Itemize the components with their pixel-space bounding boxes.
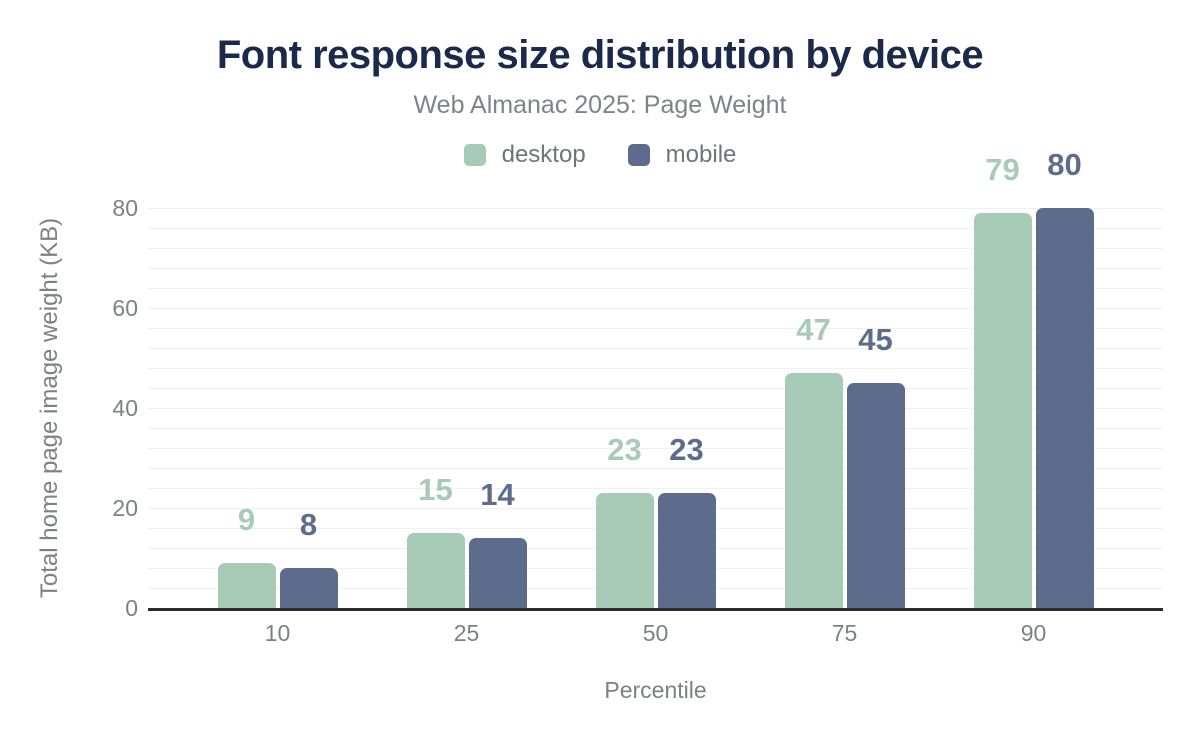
- bar-groups: 9 8 15 14 23 23 47 45 79 80: [148, 149, 1163, 608]
- bar-desktop-p50[interactable]: 23: [595, 434, 654, 608]
- legend-label: mobile: [665, 141, 737, 168]
- bar-group-p90: 79 80: [939, 149, 1128, 608]
- gridline: [148, 308, 1163, 309]
- legend-item-mobile[interactable]: mobile: [627, 141, 737, 169]
- bar-value-label: 8: [299, 507, 318, 542]
- bar-mobile-p25[interactable]: 14: [468, 479, 527, 608]
- legend-item-desktop[interactable]: desktop: [463, 141, 586, 169]
- y-tick-label: 20: [112, 495, 138, 521]
- gridline: [148, 408, 1163, 409]
- gridline: [148, 248, 1163, 249]
- gridline: [148, 268, 1163, 269]
- x-axis-ticks: 10 25 50 75 90: [148, 620, 1163, 647]
- legend: desktop mobile: [0, 141, 1200, 169]
- bar-group-p75: 47 45: [750, 208, 939, 608]
- gridline: [148, 588, 1163, 589]
- bar-value-label: 23: [607, 432, 642, 467]
- bar-value-label: 9: [237, 502, 256, 537]
- bar-mobile-p75[interactable]: 45: [846, 324, 905, 608]
- y-tick-label: 0: [125, 595, 138, 621]
- x-tick-label: 75: [831, 620, 858, 646]
- gridline: [148, 208, 1163, 209]
- y-tick-label: 60: [112, 295, 138, 321]
- x-tick-label: 25: [453, 620, 480, 646]
- chart-title: Font response size distribution by devic…: [216, 33, 984, 77]
- plot-area: 9 8 15 14 23 23 47 45 79 80: [148, 149, 1163, 611]
- gridline: [148, 468, 1163, 469]
- bar-value-label: 80: [1047, 147, 1082, 182]
- bar-value-label: 14: [480, 477, 515, 512]
- bar-value-label: 45: [858, 322, 893, 357]
- bar-value-label: 15: [418, 472, 453, 507]
- gridline: [148, 428, 1163, 429]
- bar-group-p50: 23 23: [561, 208, 750, 608]
- gridline: [148, 388, 1163, 389]
- legend-label: desktop: [501, 141, 586, 168]
- bar-value-label: 79: [985, 152, 1020, 187]
- gridline: [148, 528, 1163, 529]
- bar-value-label: 23: [669, 432, 704, 467]
- legend-swatch-mobile: [627, 144, 650, 166]
- bar-group-p25: 15 14: [372, 208, 561, 608]
- x-tick-label: 90: [1020, 620, 1047, 646]
- bar-mobile-p50[interactable]: 23: [657, 434, 716, 608]
- x-tick-label: 50: [642, 620, 669, 646]
- gridline: [148, 488, 1163, 489]
- bar-mobile-p10[interactable]: 8: [279, 509, 338, 608]
- bar-desktop-p10[interactable]: 9: [217, 504, 276, 608]
- gridline: [148, 548, 1163, 549]
- legend-swatch-desktop: [463, 144, 486, 166]
- gridline: [148, 508, 1163, 509]
- gridline: [148, 368, 1163, 369]
- gridline: [148, 328, 1163, 329]
- gridline: [148, 568, 1163, 569]
- gridline: [148, 448, 1163, 449]
- bar-desktop-p75[interactable]: 47: [784, 314, 843, 608]
- x-axis-title: Percentile: [604, 677, 707, 703]
- bar-desktop-p90[interactable]: 79: [973, 154, 1032, 608]
- gridline: [148, 288, 1163, 289]
- bar-value-label: 47: [796, 312, 831, 347]
- x-tick-label: 10: [264, 620, 291, 646]
- y-tick-label: 80: [112, 195, 138, 221]
- bar-mobile-p90[interactable]: 80: [1035, 149, 1094, 608]
- chart-subtitle: Web Almanac 2025: Page Weight: [413, 91, 787, 119]
- gridline: [148, 348, 1163, 349]
- bar-desktop-p25[interactable]: 15: [406, 474, 465, 608]
- gridline: [148, 228, 1163, 229]
- y-tick-label: 40: [112, 395, 138, 421]
